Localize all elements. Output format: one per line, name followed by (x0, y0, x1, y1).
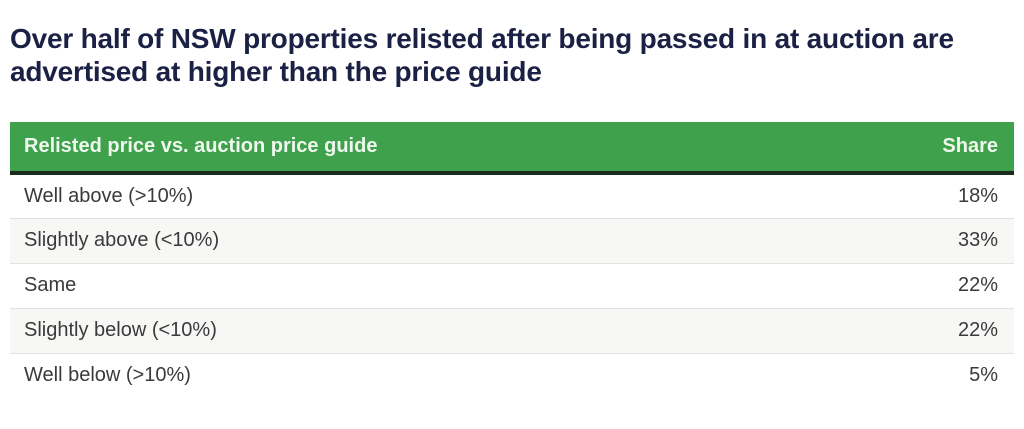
table-header: Relisted price vs. auction price guide S… (10, 122, 1014, 175)
table-row: Well above (>10%) 18% (10, 173, 1014, 219)
row-label: Slightly above (<10%) (10, 218, 831, 264)
row-share-value: 22% (830, 308, 1014, 354)
table-body: Well above (>10%) 18% Slightly above (<1… (10, 173, 1014, 398)
column-header-share: Share (830, 122, 1014, 175)
row-label: Well below (>10%) (10, 353, 831, 398)
table-row: Well below (>10%) 5% (10, 353, 1014, 398)
table-header-row: Relisted price vs. auction price guide S… (10, 122, 1014, 175)
table-row: Slightly below (<10%) 22% (10, 308, 1014, 354)
page-title: Over half of NSW properties relisted aft… (10, 23, 954, 87)
row-share-value: 18% (830, 173, 1014, 219)
row-share-value: 5% (830, 353, 1014, 398)
row-share-value: 33% (830, 218, 1014, 264)
table-row: Slightly above (<10%) 33% (10, 218, 1014, 264)
row-share-value: 22% (830, 263, 1014, 309)
row-label: Same (10, 263, 831, 309)
row-label: Slightly below (<10%) (10, 308, 831, 354)
relisted-price-table: Relisted price vs. auction price guide S… (10, 122, 1014, 398)
column-header-relisted-price: Relisted price vs. auction price guide (10, 122, 831, 175)
row-label: Well above (>10%) (10, 173, 831, 219)
table-row: Same 22% (10, 263, 1014, 309)
